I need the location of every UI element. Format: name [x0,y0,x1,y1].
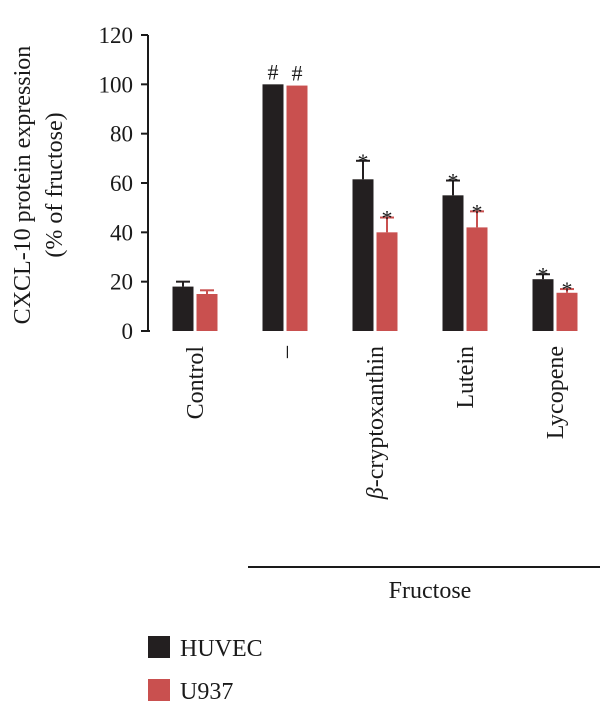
fructose-group: Fructose [248,566,600,604]
bar-huvec-3 [442,195,464,331]
x-category-label: Lycopene [543,346,569,439]
y-axis-title-line: CXCL-10 protein expression [10,46,36,325]
y-tick-label: 60 [110,171,133,196]
asterisk-marker: * [538,262,549,287]
y-axis: 0 20 40 60 80 100 120 [99,23,150,344]
bar-huvec-2 [352,179,374,331]
bar-u937-4 [556,292,578,331]
legend-label-u937: U937 [180,679,233,705]
bar-u937-3 [466,227,488,331]
legend: HUVEC U937 [148,636,263,705]
bar-u937-2 [376,232,398,331]
asterisk-marker: * [448,169,459,194]
asterisk-marker: * [562,277,573,302]
x-category-label: – [273,345,299,359]
legend-label-huvec: HUVEC [180,636,263,662]
asterisk-marker: * [358,149,369,174]
x-category-label: Control [183,346,209,420]
hash-marker: # [268,59,279,84]
asterisk-marker: * [382,206,393,231]
legend-swatch-huvec [148,636,170,658]
y-tick-label: 100 [99,72,134,97]
asterisk-marker: * [472,199,483,224]
legend-swatch-u937 [148,679,170,701]
y-tick-label: 0 [122,319,134,344]
significance-markers: # * * * # * * * [268,59,573,302]
y-tick-label: 120 [99,23,134,48]
bar-huvec-1 [262,84,284,331]
group-label: Fructose [389,578,472,604]
x-category-label: Lutein [453,346,479,409]
bar-huvec-0 [172,286,194,331]
y-tick-label: 40 [110,220,133,245]
error-bars [176,159,574,294]
y-axis-title-line: (% of fructose) [42,112,68,257]
hash-marker: # [292,61,303,86]
bar-u937-1 [286,85,308,331]
x-category-labels: Control – β-cryptoxanthin Lutein Lycopene [183,345,569,500]
bar-huvec-4 [532,279,554,331]
y-axis-title: CXCL-10 protein expression (% of fructose… [10,46,68,325]
bar-series [172,84,578,331]
y-tick-label: 20 [110,270,133,295]
y-tick-label: 80 [110,122,133,147]
bar-u937-0 [196,294,218,331]
x-category-label: β-cryptoxanthin [363,346,389,500]
